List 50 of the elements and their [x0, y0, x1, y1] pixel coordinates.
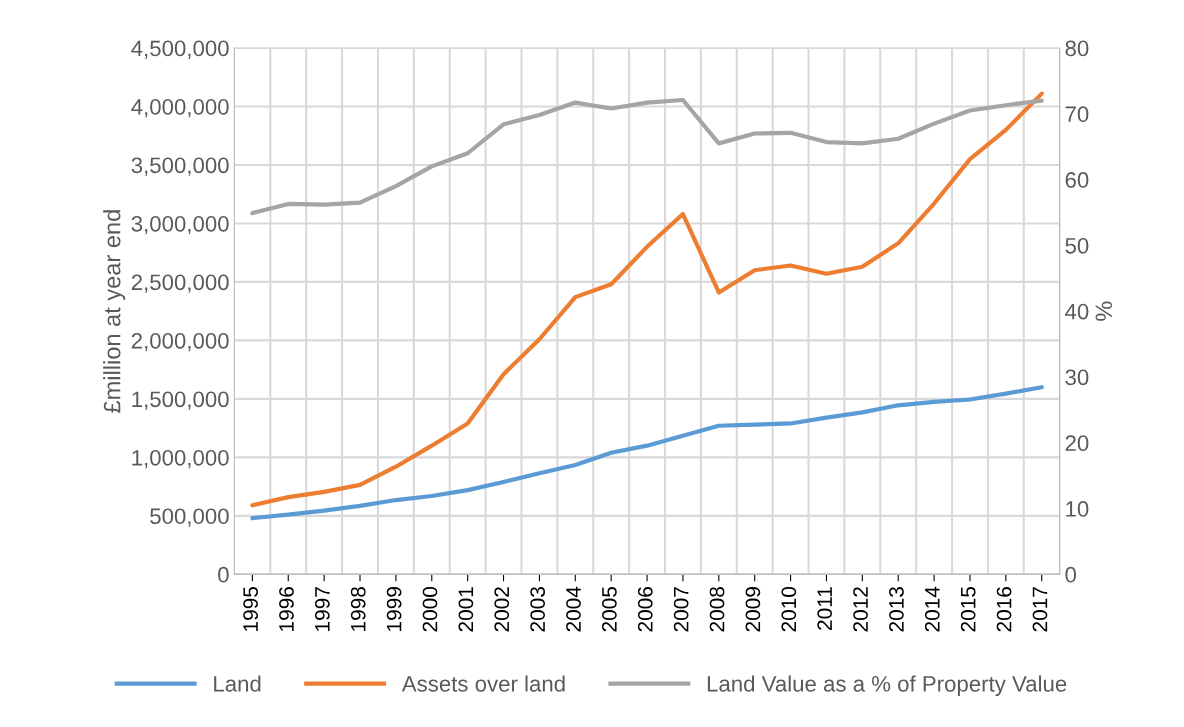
y-axis-title: £million at year end: [103, 210, 126, 413]
x-tick-label: 1997: [314, 587, 330, 631]
y-tick-label: 4,000,000: [131, 99, 229, 118]
line-series: [250, 97, 1044, 216]
x-tick-label: 2000: [422, 586, 438, 632]
y2-tick-label: 0: [1065, 566, 1077, 583]
y2-tick-label: 10: [1066, 501, 1089, 517]
y2-tick-label: 60: [1065, 172, 1089, 188]
y-tick-label: 1,000,000: [132, 449, 229, 469]
x-tick-label: 1995: [243, 587, 258, 631]
y-tick-label: 2,500,000: [131, 274, 229, 293]
y2-tick-label: 40: [1065, 303, 1089, 320]
x-tick-label: 2015: [960, 587, 976, 632]
x-tick-label: 1999: [386, 587, 402, 631]
y-tick-label: 0: [218, 566, 229, 583]
line-series: [250, 385, 1044, 521]
legend-label: Land: [214, 675, 261, 692]
y-tick-label: 3,500,000: [131, 157, 229, 176]
y2-tick-label: 70: [1065, 106, 1089, 123]
y-tick-label: 4,500,000: [131, 40, 229, 59]
y2-tick-label: 80: [1065, 40, 1089, 57]
x-tick-label: 2001: [458, 587, 474, 632]
legend-label: Land Value as a % of Property Value: [707, 675, 1067, 697]
y2-axis-title: %: [1095, 301, 1113, 321]
x-tick-label: 2005: [602, 587, 617, 632]
y-tick-label: 2,000,000: [131, 332, 229, 352]
x-tick-label: 2003: [530, 587, 546, 632]
legend-label: Assets over land: [401, 675, 565, 692]
y-tick-label: 1,500,000: [132, 391, 229, 410]
x-tick-label: 2012: [853, 587, 868, 632]
x-tick-label: 2017: [1032, 587, 1048, 632]
y-tick-label: 3,000,000: [131, 215, 229, 235]
x-tick-label: 1998: [350, 587, 366, 631]
x-tick-label: 2006: [637, 587, 653, 632]
x-tick-label: 1996: [279, 587, 294, 631]
x-tick-label: 2009: [745, 587, 761, 632]
x-tick-label: 2011: [817, 587, 833, 630]
x-tick-label: 2002: [494, 587, 510, 632]
x-tick-label: 2004: [566, 586, 581, 632]
x-tick-label: 2008: [709, 587, 725, 632]
x-tick-label: 2016: [996, 587, 1012, 632]
x-tick-label: 2013: [889, 587, 904, 632]
x-tick-label: 2014: [924, 586, 940, 632]
x-tick-label: 2007: [673, 587, 689, 632]
line-series: [250, 91, 1044, 508]
y2-tick-label: 50: [1065, 237, 1089, 254]
y2-tick-label: 20: [1065, 435, 1089, 452]
y2-tick-label: 30: [1065, 369, 1089, 386]
y-tick-label: 500,000: [150, 508, 229, 527]
x-tick-label: 2010: [781, 586, 797, 632]
